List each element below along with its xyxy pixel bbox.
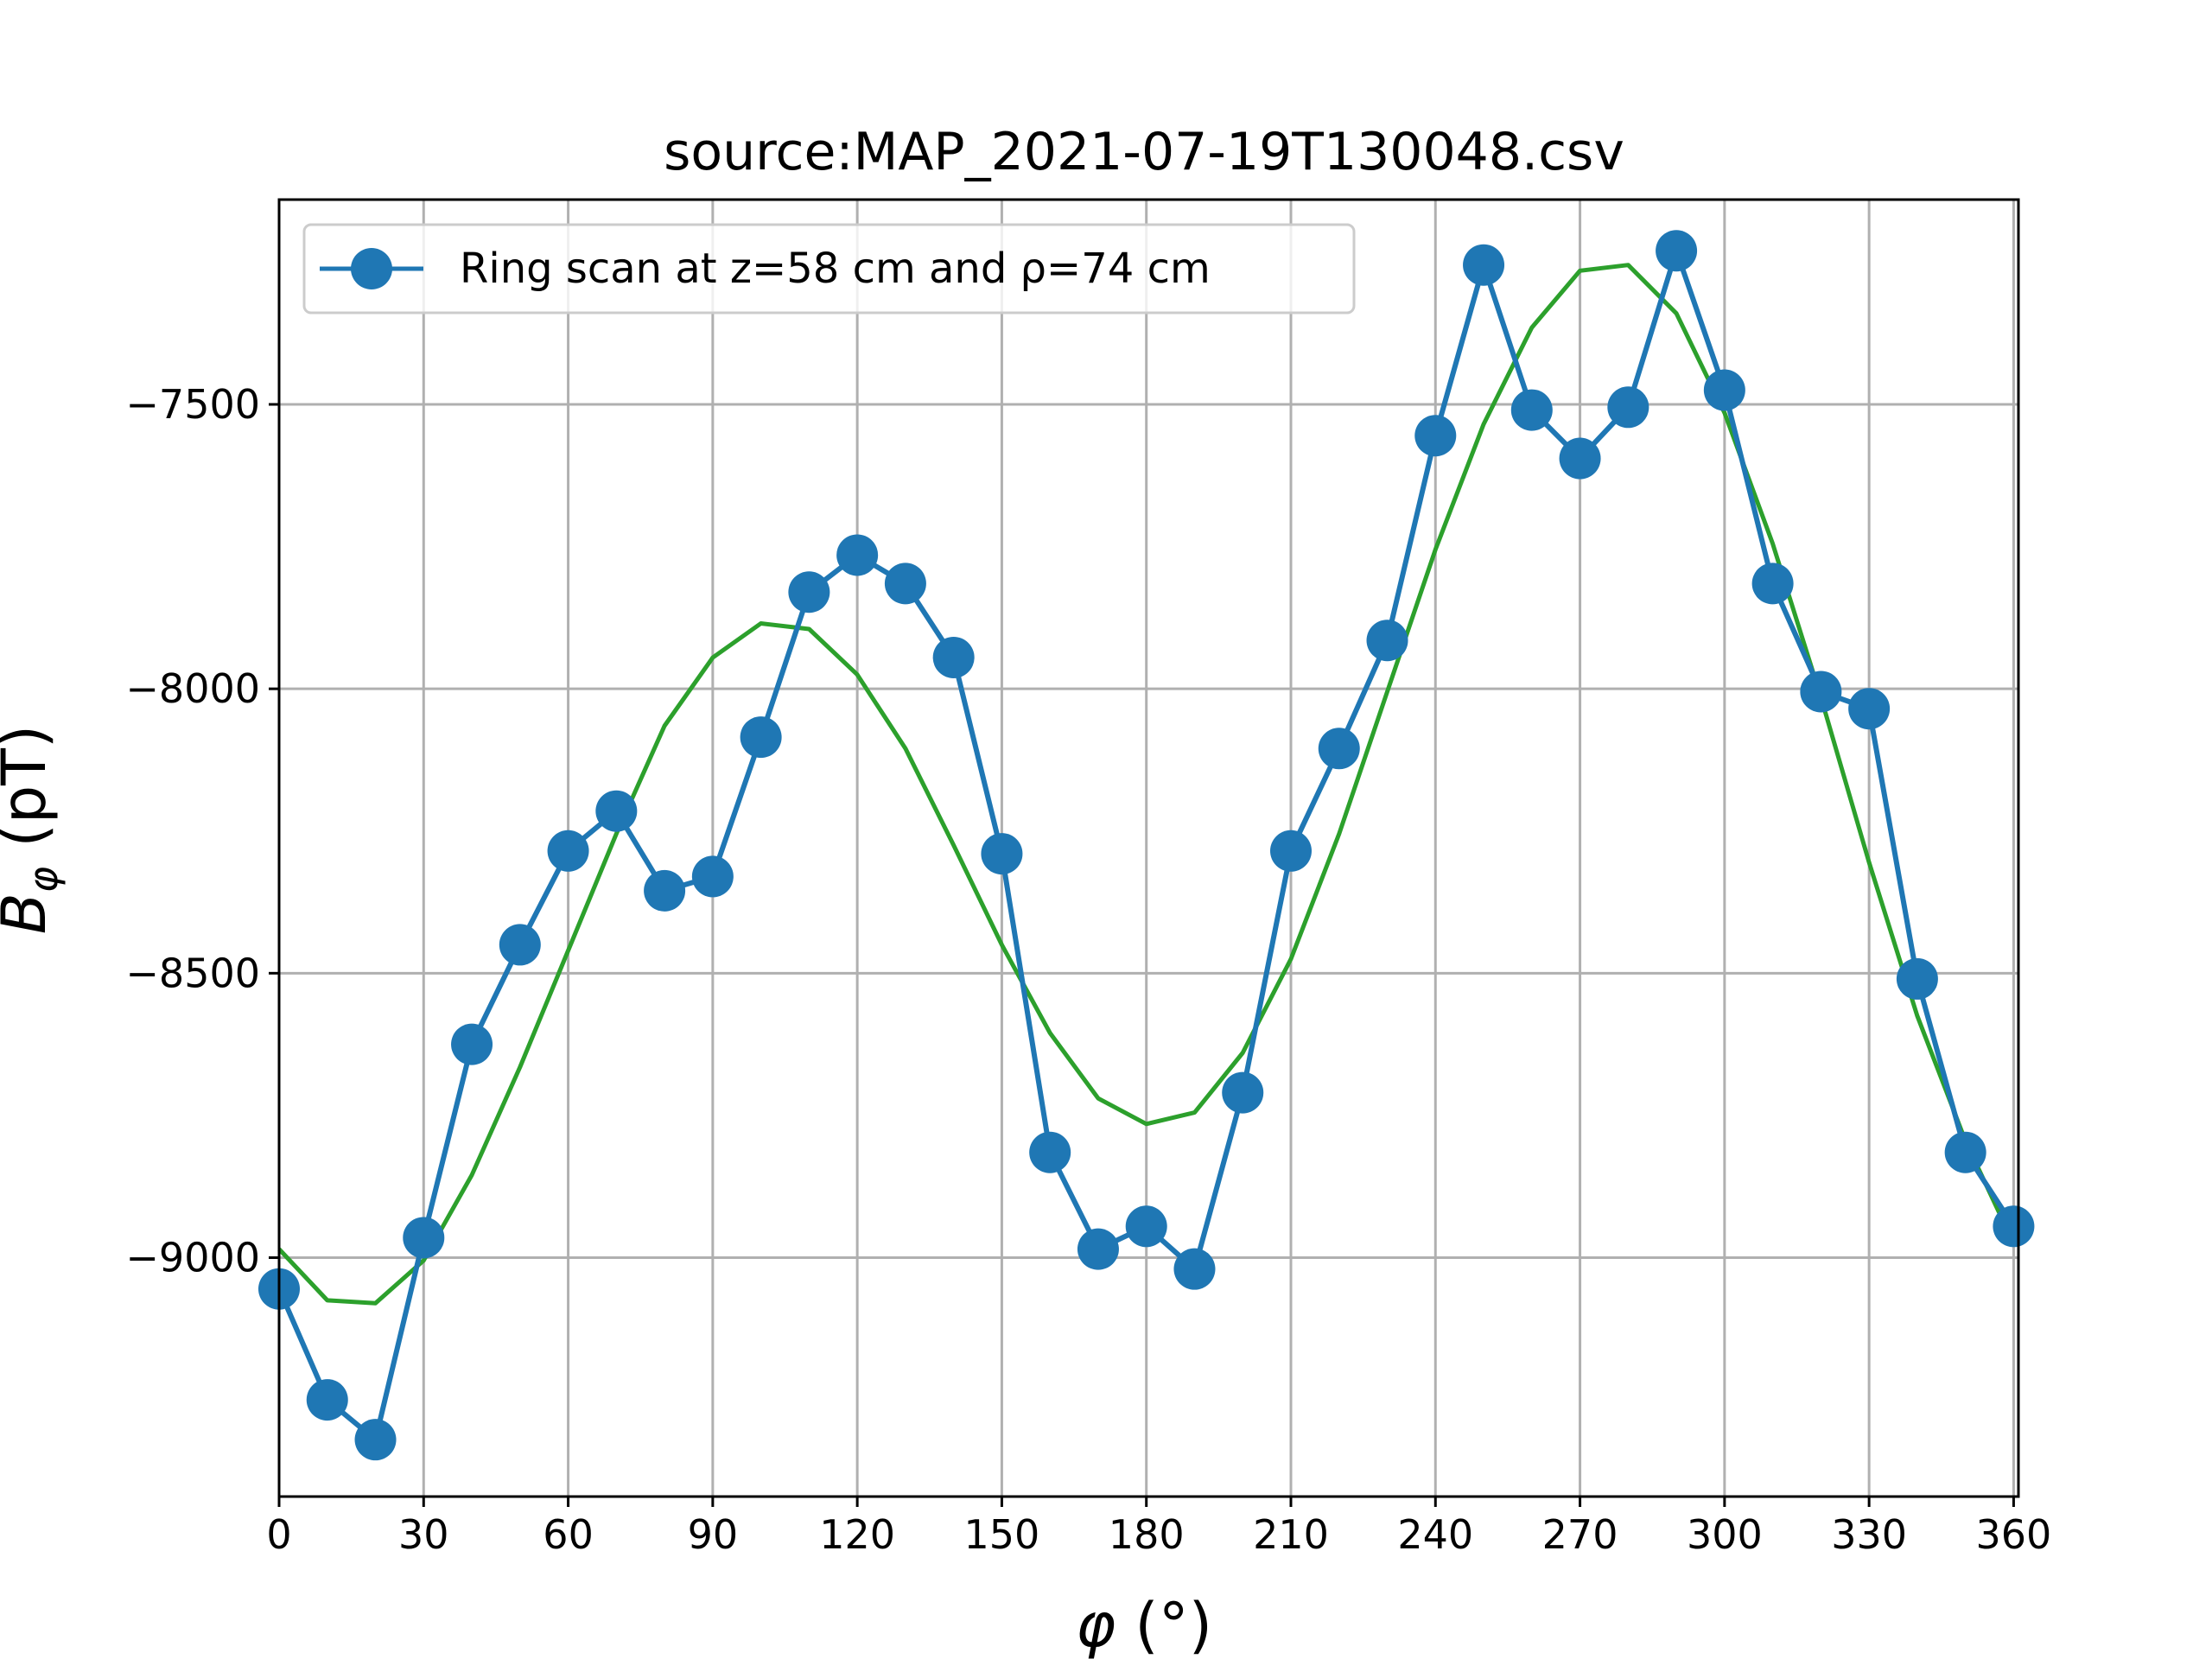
ring-scan-point [1607, 386, 1649, 429]
series-layer [258, 230, 2035, 1461]
legend-marker-swatch [351, 248, 392, 289]
ring-scan-point [1510, 389, 1553, 431]
legend-label: Ring scan at z=58 cm and ρ=74 cm [460, 245, 1211, 293]
ring-scan-point [1222, 1071, 1264, 1114]
chart-title: source:MAP_2021-07-19T130048.csv [664, 122, 1624, 182]
ring-scan-point [1896, 957, 1938, 1000]
x-axis-label-unit: (°) [1116, 1590, 1212, 1659]
x-tick-label: 330 [1831, 1511, 1907, 1558]
y-axis-label: Bφ (pT) [0, 725, 67, 934]
x-axis-label: φ (°) [1076, 1590, 1212, 1659]
ring-scan-point [1414, 415, 1457, 457]
x-axis-label-phi: φ [1076, 1590, 1116, 1659]
x-tick-label: 30 [398, 1511, 449, 1558]
ring-scan-point [932, 636, 975, 678]
ring-scan-point [1125, 1205, 1167, 1248]
ring-scan-point [1559, 437, 1601, 480]
ring-scan-point [1993, 1205, 2035, 1248]
x-tick-label: 180 [1109, 1511, 1185, 1558]
x-tick-label: 300 [1687, 1511, 1763, 1558]
ring-scan-point [981, 833, 1023, 875]
ring-scan-point [644, 869, 686, 912]
ring-scan-point [1656, 230, 1698, 272]
ticks: 0 30 60 90 120 150 180 210 240 270 300 330 360 −9000 −… [125, 381, 2051, 1558]
x-tick-label: 270 [1542, 1511, 1618, 1558]
legend-box [302, 223, 1356, 315]
ring-scan-point [595, 790, 638, 832]
ring-scan-point [691, 855, 734, 898]
ring-scan-point [1173, 1248, 1216, 1290]
y-axis-label-b: B [0, 893, 60, 934]
ring-scan-point [1269, 830, 1312, 872]
plot-frame [277, 198, 2020, 1498]
y-axis-label-unit: (pT) [0, 725, 60, 867]
ring-scan-point [354, 1419, 397, 1461]
ring-scan-point [836, 534, 879, 576]
x-tick-label: 120 [819, 1511, 895, 1558]
y-tick-label: −8500 [125, 950, 260, 996]
y-tick-label: −9000 [125, 1235, 260, 1281]
x-tick-label: 150 [964, 1511, 1040, 1558]
ring-scan-point [1029, 1131, 1071, 1173]
legend: Ring scan at z=58 cm and ρ=74 cm [302, 223, 1356, 315]
x-tick-label: 0 [266, 1511, 291, 1558]
y-axis-label-sub: φ [20, 867, 67, 893]
x-tick-label: 210 [1253, 1511, 1329, 1558]
ring-scan-point [1077, 1228, 1119, 1270]
fit-curve-line [277, 263, 2016, 1306]
ring-scan-point [306, 1379, 348, 1421]
ring-scan-point [1944, 1131, 1986, 1173]
x-tick-label: 240 [1397, 1511, 1473, 1558]
ring-scan-point [740, 716, 782, 759]
ring-scan-point [451, 1023, 493, 1065]
ring-scan-point [499, 924, 541, 966]
ring-scan-point [1751, 563, 1794, 605]
ring-scan-point [1463, 244, 1505, 286]
ring-scan-point [1318, 728, 1360, 770]
y-tick-label: −8000 [125, 665, 260, 712]
ring-scan-point [403, 1217, 445, 1259]
ring-scan-point [1366, 620, 1408, 662]
ring-scan-point [547, 830, 589, 872]
x-tick-label: 90 [688, 1511, 739, 1558]
ring-scan-point [1848, 688, 1891, 730]
x-tick-label: 360 [1976, 1511, 2052, 1558]
ring-scan-point [788, 571, 830, 613]
ring-scan-point [1703, 369, 1745, 411]
ring-scan-point [884, 563, 926, 605]
ring-scan-point [1800, 671, 1842, 713]
y-tick-label: −7500 [125, 381, 260, 428]
x-tick-label: 60 [543, 1511, 594, 1558]
